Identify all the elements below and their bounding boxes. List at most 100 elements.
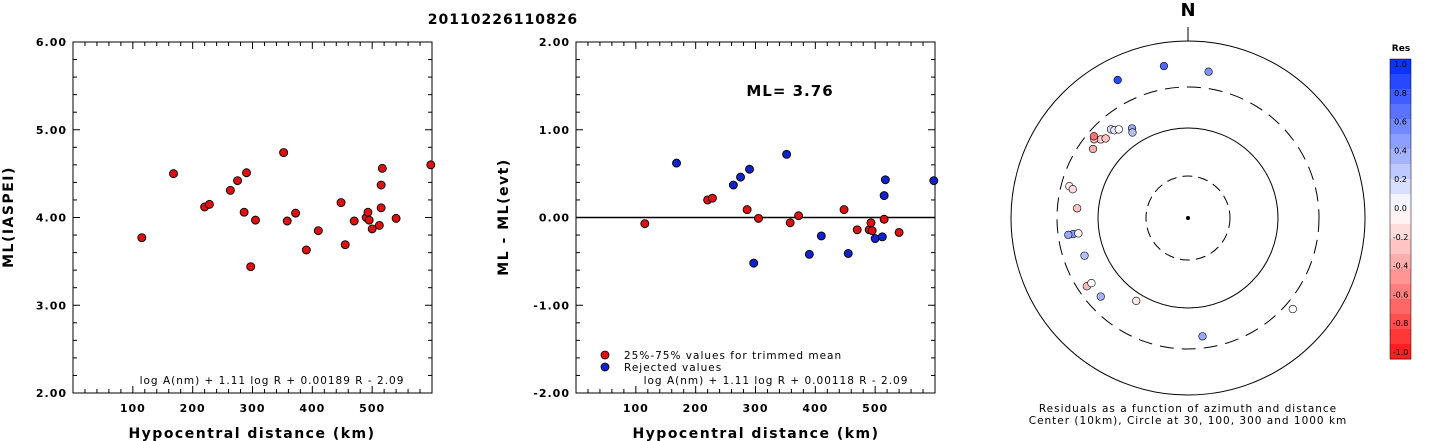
- colorbar-cell: [1390, 119, 1411, 135]
- y-tick-label: -2.00: [533, 387, 570, 400]
- residual-point: [1080, 251, 1089, 260]
- x-tick-label: 400: [802, 402, 828, 415]
- data-point: [782, 149, 792, 159]
- data-point: [894, 227, 904, 237]
- residual-point: [1088, 144, 1098, 154]
- data-point: [364, 215, 374, 225]
- legend-marker-rejected: [600, 362, 610, 372]
- data-point: [391, 213, 401, 223]
- data-point: [880, 175, 890, 185]
- polar-caption-line1: Residuals as a function of azimuth and d…: [1039, 403, 1337, 415]
- data-point: [225, 185, 235, 195]
- panel2-formula: log A(nm) + 1.11 log R + 0.00118 R - 2.0…: [644, 375, 909, 387]
- legend-label-trimmed: 25%-75% values for trimmed mean: [624, 350, 842, 362]
- data-point: [242, 168, 251, 178]
- north-label: N: [1180, 0, 1195, 21]
- residual-point: [1089, 132, 1099, 141]
- colorbar-label: -0.6: [1393, 290, 1409, 299]
- residual-point: [1087, 279, 1096, 288]
- y-tick-label: 1.00: [539, 124, 570, 137]
- residual-point: [1159, 61, 1169, 71]
- x-tick-label: 400: [299, 402, 325, 415]
- panel1-ylabel: ML(IASPEI): [1, 166, 17, 268]
- residual-point: [1096, 292, 1105, 301]
- panel2-xlabel: Hypocentral distance (km): [632, 426, 879, 441]
- data-point: [282, 216, 292, 226]
- colorbar-cell: [1390, 329, 1411, 345]
- data-point: [816, 231, 826, 241]
- azimuth-residual-panel: N Residuals as a function of azimuth and…: [1010, 0, 1366, 427]
- data-point: [349, 216, 359, 226]
- x-tick-label: 300: [240, 402, 266, 415]
- polar-caption-line2: Center (10km), Circle at 30, 100, 300 an…: [1029, 415, 1348, 427]
- y-tick-label: 2.00: [36, 387, 67, 400]
- y-tick-label: 5.00: [36, 124, 67, 137]
- residual-point: [1101, 134, 1110, 143]
- data-point: [246, 262, 256, 272]
- y-tick-label: 4.00: [36, 212, 67, 225]
- y-tick-label: 3.00: [36, 299, 67, 312]
- residual-point: [1073, 204, 1082, 213]
- ring-300km: [1056, 86, 1320, 350]
- y-tick-label: 6.00: [36, 36, 67, 49]
- residual-point: [1114, 125, 1123, 134]
- x-tick-label: 300: [743, 402, 769, 415]
- figure-title: 20110226110826: [428, 12, 578, 28]
- colorbar-cell: [1390, 269, 1411, 285]
- data-point: [137, 233, 147, 243]
- data-point: [736, 172, 745, 182]
- colorbar-cell: [1390, 299, 1411, 315]
- residual-point: [1128, 128, 1137, 137]
- colorbar-cell: [1390, 284, 1411, 300]
- data-point: [239, 207, 249, 217]
- data-point: [870, 234, 880, 244]
- ml-annotation: ML= 3.76: [746, 82, 833, 100]
- data-point: [169, 169, 178, 179]
- data-point: [742, 205, 752, 215]
- y-tick-label: -1.00: [533, 299, 570, 312]
- y-tick-label: 2.00: [539, 36, 570, 49]
- data-point: [301, 245, 311, 255]
- data-point: [839, 205, 849, 215]
- x-tick-label: 200: [683, 402, 709, 415]
- data-point: [204, 199, 214, 209]
- data-point: [879, 191, 889, 201]
- data-point: [426, 160, 436, 170]
- legend-label-rejected: Rejected values: [624, 362, 722, 374]
- ring-100km: [1097, 127, 1279, 309]
- colorbar-cell: [1390, 344, 1411, 360]
- data-point: [749, 258, 759, 268]
- x-tick-label: 100: [623, 402, 649, 415]
- colorbar-cell: [1390, 104, 1411, 120]
- residual-point: [1288, 304, 1297, 314]
- colorbar-label: 0.4: [1394, 146, 1407, 155]
- data-point: [363, 207, 373, 217]
- colorbar-label: -0.4: [1393, 262, 1409, 271]
- colorbar-cell: [1390, 254, 1411, 270]
- colorbar-cell: [1390, 74, 1411, 90]
- data-point: [340, 240, 350, 250]
- residual-point: [1113, 75, 1122, 85]
- colorbar-cell: [1390, 89, 1411, 105]
- colorbar-cell: [1390, 179, 1411, 195]
- data-point: [313, 226, 323, 236]
- data-point: [336, 198, 346, 208]
- colorbar-cell: [1390, 164, 1411, 180]
- colorbar-cell: [1390, 149, 1411, 165]
- colorbar-label: -0.8: [1393, 319, 1409, 328]
- data-point: [843, 249, 853, 258]
- data-point: [376, 203, 386, 213]
- residual-point: [1204, 67, 1213, 76]
- data-point: [877, 232, 887, 242]
- data-point: [291, 208, 301, 218]
- data-point: [367, 224, 377, 234]
- y-tick-label: 0.00: [539, 212, 570, 225]
- data-point: [707, 193, 717, 203]
- x-tick-label: 200: [180, 402, 206, 415]
- residual-point: [1132, 296, 1141, 305]
- ring-30km: [1145, 175, 1231, 261]
- data-point: [879, 214, 889, 224]
- data-point: [785, 218, 795, 228]
- data-point: [867, 226, 877, 236]
